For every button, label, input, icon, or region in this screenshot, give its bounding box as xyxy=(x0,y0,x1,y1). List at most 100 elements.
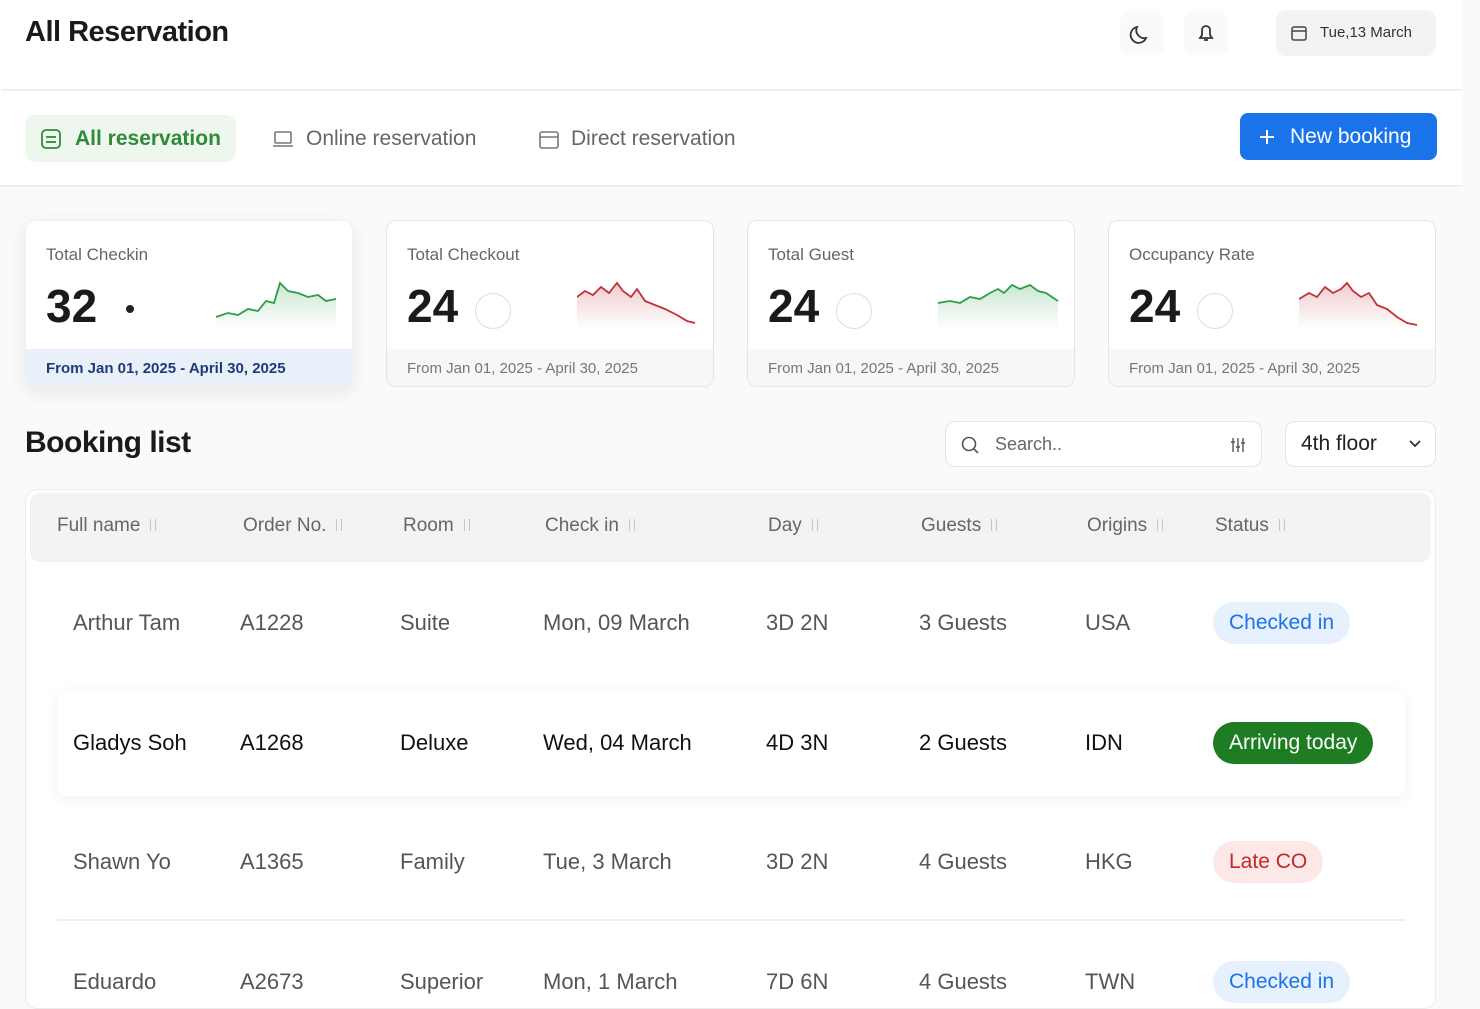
sort-icon xyxy=(336,519,343,531)
table-cell: Shawn Yo xyxy=(73,849,171,874)
table-cell: Gladys Soh xyxy=(73,729,187,755)
page-title: All Reservation xyxy=(25,16,229,48)
table-cell: Eduardo xyxy=(73,968,157,994)
table-cell: 4 Guests xyxy=(919,968,1008,994)
chevron-icon xyxy=(1409,440,1421,448)
tab-direct[interactable]: Direct reservation xyxy=(538,115,736,162)
search-icon xyxy=(961,436,979,454)
stat-card: Total Checkout 24 From Jan 01, 2025 - Apri… xyxy=(386,220,714,387)
stat-range: From Jan 01, 2025 - April 30, 2025 xyxy=(387,349,713,386)
stat-range: From Jan 01, 2025 - April 30, 2025 xyxy=(1109,349,1435,386)
column-label: Order No. xyxy=(243,515,327,536)
status-badge: Arriving today xyxy=(1213,721,1374,764)
column-header[interactable]: Status xyxy=(1215,515,1288,537)
status-badge: Checked in xyxy=(1213,602,1351,644)
table-header xyxy=(30,493,1431,562)
button-label: New booking xyxy=(1290,125,1412,148)
sparkline-part xyxy=(577,283,697,329)
table-cell: Superior xyxy=(400,968,484,994)
sparkline xyxy=(1299,281,1419,329)
sort-icon xyxy=(811,519,818,531)
page: {"header": {"title": "All Reservation", … xyxy=(0,10,1462,1009)
column-header[interactable]: Full name xyxy=(57,515,159,537)
sort-icon xyxy=(150,519,157,531)
tab-label: Direct reservation xyxy=(571,127,736,150)
row-separator xyxy=(57,919,1405,921)
column-label: Room xyxy=(403,515,454,536)
stat-label: Occupancy Rate xyxy=(1129,245,1255,264)
column-header[interactable]: Room xyxy=(403,515,473,537)
theme-toggle[interactable] xyxy=(1120,11,1164,55)
column-label: Status xyxy=(1215,515,1269,536)
stat-label: Total Checkin xyxy=(46,245,149,264)
table-cell: Wed, 04 March xyxy=(543,729,692,755)
tab-all[interactable]: All reservation xyxy=(25,115,236,162)
column-header[interactable]: Check in xyxy=(545,515,638,537)
sort-icon xyxy=(991,519,998,531)
moon-icon xyxy=(1129,25,1148,44)
table-cell: A1365 xyxy=(240,849,304,874)
filter-icon xyxy=(1231,438,1245,452)
column-label: Full name xyxy=(57,515,141,536)
table-cell: 2 Guests xyxy=(919,729,1008,755)
table-cell: Suite xyxy=(400,610,451,635)
table-cell: 3D 2N xyxy=(766,849,829,874)
plus-icon xyxy=(1260,130,1274,144)
table-cell: IDN xyxy=(1085,729,1123,755)
date-text: Tue,13 March xyxy=(1320,24,1412,41)
stat-icon xyxy=(475,293,511,329)
table-cell: HKG xyxy=(1085,849,1133,874)
stat-icon xyxy=(836,293,872,329)
sparkline-part xyxy=(938,285,1058,329)
stat-value: 24 xyxy=(407,280,459,332)
calendar-icon xyxy=(1291,26,1307,41)
tab-icon xyxy=(539,131,559,149)
table-cell: TWN xyxy=(1085,968,1136,994)
column-header[interactable]: Day xyxy=(768,515,821,537)
stat-value: 32 xyxy=(46,280,98,332)
bell-icon xyxy=(1198,25,1214,41)
table-cell: USA xyxy=(1085,610,1131,635)
tab-label: All reservation xyxy=(75,127,221,150)
table-cell: A1228 xyxy=(240,610,304,635)
divider xyxy=(2,89,1462,91)
floor-select[interactable]: 4th floor xyxy=(1285,421,1436,467)
new-booking-button[interactable]: New booking xyxy=(1240,113,1437,160)
sparkline xyxy=(938,283,1059,329)
column-label: Origins xyxy=(1087,515,1148,536)
column-label: Day xyxy=(768,515,802,536)
column-header[interactable]: Origins xyxy=(1087,515,1166,537)
tab-online[interactable]: Online reservation xyxy=(272,115,476,162)
stat-card: Total Guest 24 From Jan 01, 2025 - April 3… xyxy=(747,220,1075,387)
tab-label: Online reservation xyxy=(306,127,477,150)
column-header[interactable]: Order No. xyxy=(243,515,345,537)
section-title: Booking list xyxy=(25,426,191,459)
search-box[interactable]: Search.. xyxy=(945,421,1262,467)
column-label: Check in xyxy=(545,515,619,536)
sort-icon xyxy=(463,519,470,531)
table-cell: Deluxe xyxy=(400,729,469,755)
notifications[interactable] xyxy=(1184,11,1228,55)
date-picker[interactable]: Tue,13 March xyxy=(1276,10,1436,56)
stat-range: From Jan 01, 2025 - April 30, 2025 xyxy=(26,349,352,386)
stat-icon xyxy=(126,305,134,313)
table-cell: Tue, 3 March xyxy=(543,849,672,874)
sort-icon xyxy=(1278,519,1285,531)
sparkline-part xyxy=(577,281,696,324)
stat-value: 24 xyxy=(768,280,820,332)
table-cell: 3 Guests xyxy=(919,610,1008,635)
column-header[interactable]: Guests xyxy=(921,515,1000,537)
stat-label: Total Checkout xyxy=(407,245,520,264)
search-placeholder: Search.. xyxy=(995,434,1063,454)
sparkline xyxy=(577,281,697,329)
stat-icon xyxy=(1197,293,1233,329)
table-cell: Mon, 1 March xyxy=(543,968,678,994)
stat-card: Occupancy Rate 24 From Jan 01, 2025 - Apri… xyxy=(1108,220,1436,387)
table-cell: Arthur Tam xyxy=(73,610,181,635)
sparkline-part xyxy=(1299,281,1418,326)
table-cell: 3D 2N xyxy=(766,610,829,635)
stat-label: Total Guest xyxy=(768,245,854,264)
table-cell: 4 Guests xyxy=(919,849,1008,874)
row-highlight xyxy=(57,689,1405,796)
stat-card: Total Checkin 32 From Jan 01, 2025 - April… xyxy=(25,220,353,387)
